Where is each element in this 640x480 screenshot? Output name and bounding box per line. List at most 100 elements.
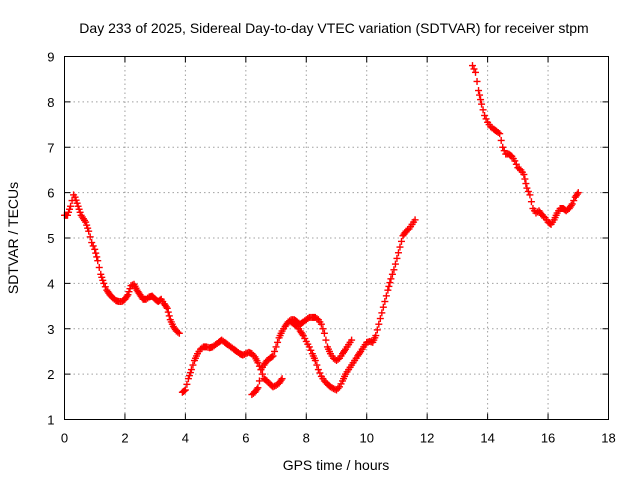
y-tick-label: 8 <box>47 95 54 110</box>
data-point <box>386 279 394 287</box>
data-point <box>180 387 188 395</box>
data-point <box>305 343 313 351</box>
y-tick-label: 1 <box>47 413 54 428</box>
data-point <box>512 160 520 168</box>
data-point <box>164 308 172 316</box>
data-point <box>95 263 103 271</box>
data-point <box>387 275 395 283</box>
data-point <box>311 357 319 365</box>
data-point <box>269 352 277 360</box>
data-point <box>497 136 505 144</box>
data-point <box>274 338 282 346</box>
data-point <box>477 96 485 104</box>
x-tick-label: 10 <box>359 431 373 446</box>
data-point <box>393 254 401 262</box>
chart-title: Day 233 of 2025, Sidereal Day-to-day VTE… <box>79 20 588 36</box>
data-point <box>499 143 507 151</box>
data-point <box>390 266 398 274</box>
data-point <box>316 369 324 377</box>
data-point <box>373 326 381 334</box>
data-point <box>298 330 306 338</box>
data-point <box>378 309 386 317</box>
x-tick-label: 16 <box>541 431 555 446</box>
data-point <box>94 257 102 265</box>
data-point <box>524 187 532 195</box>
data-point <box>379 303 387 311</box>
data-point <box>317 320 325 328</box>
data-point <box>93 253 101 261</box>
data-point <box>89 242 97 250</box>
x-axis-label: GPS time / hours <box>283 457 390 473</box>
data-point <box>573 190 581 198</box>
y-tick-label: 2 <box>47 367 54 382</box>
data-point <box>527 198 535 206</box>
data-point <box>523 184 531 192</box>
data-point <box>397 237 405 245</box>
y-tick-label: 9 <box>47 50 54 65</box>
data-point <box>482 115 490 123</box>
data-point <box>85 227 93 235</box>
plot-frame <box>64 56 609 420</box>
data-point <box>175 329 183 337</box>
x-tick-label: 0 <box>61 431 68 446</box>
data-point <box>183 380 191 388</box>
grid <box>64 56 609 420</box>
data-point <box>254 359 262 367</box>
data-point <box>385 282 393 290</box>
data-point <box>381 298 389 306</box>
data-point <box>249 351 257 359</box>
data-point <box>567 201 575 209</box>
data-point <box>526 191 534 199</box>
data-point <box>314 366 322 374</box>
data-point <box>272 343 280 351</box>
data-point <box>100 279 108 287</box>
data-point <box>163 304 171 312</box>
y-tick-label: 7 <box>47 140 54 155</box>
data-point <box>382 292 390 300</box>
data-point <box>253 385 261 393</box>
x-tick-label: 12 <box>420 431 434 446</box>
data-point <box>372 332 380 340</box>
data-point <box>277 376 285 384</box>
data-point <box>320 329 328 337</box>
data-point <box>258 370 266 378</box>
data-point <box>520 170 528 178</box>
data-point <box>174 328 182 336</box>
data-point <box>481 111 489 119</box>
data-point <box>67 202 75 210</box>
x-tick-label: 8 <box>303 431 310 446</box>
data-point <box>348 336 356 344</box>
y-tick-label: 5 <box>47 231 54 246</box>
data-point <box>472 68 480 76</box>
data-point <box>411 216 419 224</box>
data-point <box>521 175 529 183</box>
data-point <box>322 336 330 344</box>
data-point <box>475 87 483 95</box>
data-point <box>181 386 189 394</box>
y-tick-label: 4 <box>47 276 54 291</box>
y-tick-label: 6 <box>47 186 54 201</box>
data-point <box>254 384 262 392</box>
data-points <box>61 62 582 399</box>
data-point <box>470 65 478 73</box>
data-point <box>101 283 109 291</box>
data-point <box>165 312 173 320</box>
data-point <box>473 77 481 85</box>
data-point <box>376 315 384 323</box>
data-point <box>334 384 342 392</box>
data-point <box>522 180 530 188</box>
data-point <box>494 129 502 137</box>
y-tick-label: 3 <box>47 322 54 337</box>
data-point <box>570 197 578 205</box>
data-point <box>568 200 576 208</box>
data-point <box>307 346 315 354</box>
data-point <box>469 62 476 70</box>
data-point <box>384 286 392 294</box>
x-tick-label: 4 <box>182 431 189 446</box>
data-point <box>88 239 96 247</box>
data-point <box>319 325 327 333</box>
data-point <box>271 347 279 355</box>
data-point <box>388 270 396 278</box>
